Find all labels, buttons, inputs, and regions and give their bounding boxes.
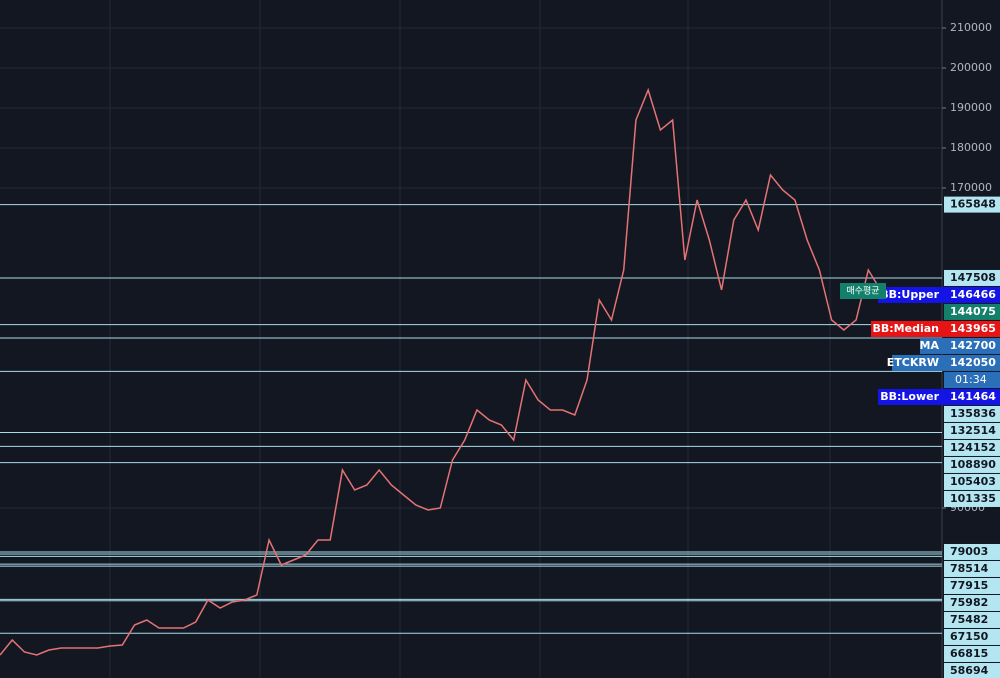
- price-tag-value: 108890: [950, 458, 996, 471]
- price-tag-value: 135836: [950, 407, 996, 420]
- price-tag: [944, 405, 1000, 422]
- price-tag: [944, 354, 1000, 371]
- price-tag-value: 105403: [950, 475, 996, 488]
- price-tag-value: 67150: [950, 630, 989, 643]
- price-tag: [944, 439, 1000, 456]
- indicator-tag: [878, 286, 944, 303]
- price-tag: [944, 543, 1000, 560]
- y-tick-label: 180000: [950, 141, 992, 154]
- price-tag-value: 147508: [950, 271, 996, 284]
- price-tag-value: 75982: [950, 596, 988, 609]
- price-tag-value: 143965: [950, 322, 996, 335]
- indicator-tag: [871, 320, 944, 337]
- price-tag: [944, 320, 1000, 337]
- indicator-tag: [892, 354, 944, 371]
- price-tag: [944, 611, 1000, 628]
- indicator-name: BB:Median: [873, 322, 939, 335]
- countdown-tag: [944, 371, 1000, 388]
- price-tag-value: 75482: [950, 613, 988, 626]
- price-tag-value: 144075: [950, 305, 996, 318]
- avg-buy-tag: [840, 283, 886, 299]
- price-tag-value: 58694: [950, 664, 989, 677]
- price-tag: [944, 269, 1000, 286]
- indicator-tag: [920, 337, 944, 354]
- price-tag: [944, 456, 1000, 473]
- indicator-name: ETCKRW: [887, 356, 939, 369]
- price-tag: [944, 594, 1000, 611]
- y-tick-label: 170000: [950, 181, 992, 194]
- price-tag: [944, 490, 1000, 507]
- price-series: [0, 87, 906, 656]
- avg-buy-label: 매수평균: [846, 286, 879, 297]
- price-tag-value: 77915: [950, 579, 988, 592]
- price-tag: [944, 628, 1000, 645]
- price-tag-value: 101335: [950, 492, 996, 505]
- price-tag-value: 79003: [950, 545, 988, 558]
- price-tag: [944, 645, 1000, 662]
- y-tick-label: 210000: [950, 21, 992, 34]
- price-tag-value: 165848: [950, 198, 996, 211]
- price-tag: [944, 662, 1000, 678]
- price-tag-value: 141464: [950, 390, 996, 403]
- indicator-name: BB:Upper: [880, 288, 939, 301]
- countdown: 01:34: [955, 373, 987, 386]
- price-tag: [944, 337, 1000, 354]
- price-tag-value: 78514: [950, 562, 989, 575]
- price-tag: [944, 196, 1000, 213]
- price-tag: [944, 388, 1000, 405]
- price-tag-value: 66815: [950, 647, 988, 660]
- price-tag: [944, 560, 1000, 577]
- price-tag-value: 124152: [950, 441, 996, 454]
- price-tag: [944, 577, 1000, 594]
- price-tag: [944, 422, 1000, 439]
- indicator-name: MA: [920, 339, 940, 352]
- price-tag-value: 142700: [950, 339, 996, 352]
- indicator-tag: [878, 388, 944, 405]
- price-tag: [944, 473, 1000, 490]
- price-tag-value: 142050: [950, 356, 996, 369]
- y-tick-label: 200000: [950, 61, 992, 74]
- price-tag-value: 146466: [950, 288, 996, 301]
- price-tag-value: 132514: [950, 424, 996, 437]
- y-tick-label: 190000: [950, 101, 992, 114]
- price-tag: [944, 303, 1000, 320]
- price-tag: [944, 286, 1000, 303]
- indicator-name: BB:Lower: [880, 390, 939, 403]
